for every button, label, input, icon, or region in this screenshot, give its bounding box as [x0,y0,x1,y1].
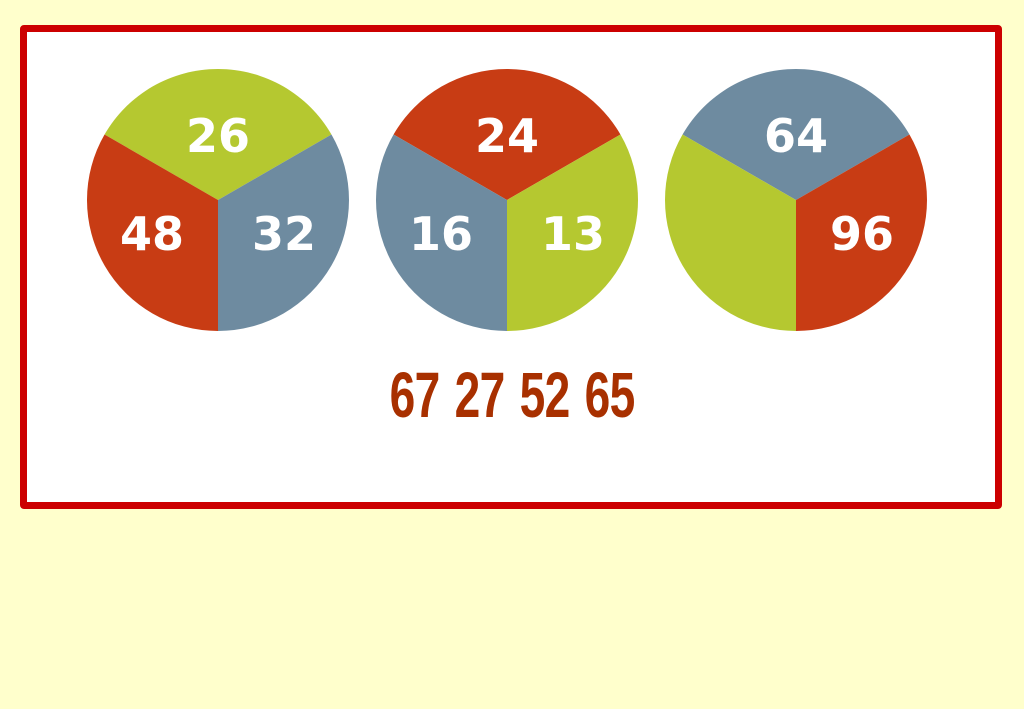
segment-value: 13 [541,207,605,261]
segment-value: 16 [409,207,473,261]
segment-value: 26 [186,109,250,163]
answer-option[interactable]: 67 [389,359,440,431]
answer-option[interactable]: 27 [454,359,505,431]
segment-value: 24 [475,109,539,163]
answer-option[interactable]: 52 [519,359,571,431]
segment-left [86,134,219,331]
segment-value: 32 [252,207,316,261]
segment-right [796,134,928,331]
segment-value: 64 [764,109,828,163]
segment-top [393,68,621,200]
segment-right [218,134,350,331]
segment-left [375,134,507,332]
answer-option[interactable]: 65 [584,359,636,431]
segment-right [507,134,638,331]
segment-value: 48 [120,207,184,261]
segment-left [665,134,796,332]
segment-value: 96 [830,207,894,261]
answer-options: 67 27 52 65 [0,358,1024,432]
